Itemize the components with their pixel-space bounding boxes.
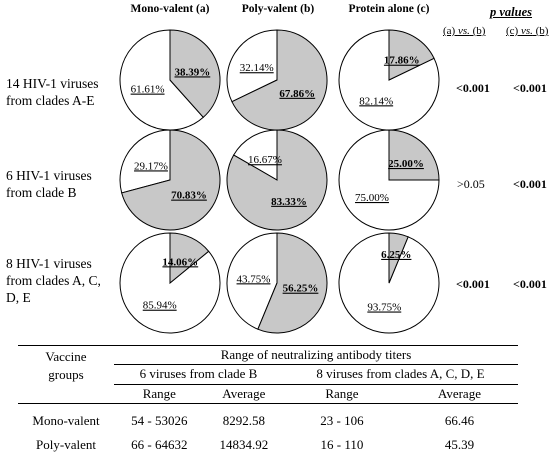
pie-r1-monovalent-unshaded-label: 61.61% [131,84,165,96]
pie-r3-monovalent: 14.06% 85.94% [119,232,221,334]
pie-r2-protein-alone-unshaded-label: 75.00% [355,192,389,204]
pie-r2-monovalent-unshaded-slice [119,129,171,194]
pie-r3-polyvalent-shaded-slice [257,232,328,334]
pie-r1-polyvalent-unshaded-slice [226,29,278,103]
pie-r2-polyvalent-shaded-slice [226,129,328,231]
p-values-header-c-vs-b: (c) vs. (b) [506,25,548,37]
p-values-header-c-pre: (c) [506,25,521,37]
p-value-row2-c-vs-b: <0.001 [513,177,547,191]
pie-r2-protein-alone-unshaded-slice [338,129,440,231]
cell-average: 14834.92 [219,436,269,452]
pie-r3-protein-alone-shaded-label: 6.25% [381,249,411,261]
table-group-row: 6 viruses from clade B 8 viruses from cl… [18,364,518,385]
cell-range: 16 - 110 [320,436,364,452]
pie-r3-polyvalent: 56.25% 43.75% [226,232,328,334]
p-values-header-a-vs: vs. [457,25,470,37]
p-values-header-a-post: (b) [469,25,486,37]
row-label-line: from clade B [6,185,77,200]
pie-r3-monovalent-shaded-label: 14.06% [162,256,198,268]
header-group-clades-acde: 8 viruses from clades A, C, D, E [283,364,518,385]
p-values-title: p values [490,5,533,19]
cell-range: 54 - 53026 [131,412,188,428]
pie-r3-monovalent-unshaded-label: 85.94% [143,300,177,312]
cell-average: 8292.58 [222,412,265,428]
p-value-row3-a-vs-b: <0.001 [456,277,490,291]
cell-average: 66.46 [444,412,475,428]
pie-r1-polyvalent: 67.86% 32.14% [226,29,328,131]
row-label-line: 14 HIV-1 viruses [6,76,99,91]
pie-r1-monovalent: 38.39% 61.61% [119,29,221,131]
pie-r1-polyvalent-shaded-label: 67.86% [279,88,315,100]
cell-range: 66 - 64632 [131,436,188,452]
pie-r2-monovalent-shaded-label: 70.83% [171,190,207,202]
subheader-range-2: Range [283,384,401,404]
pie-r1-protein-alone-shaded-slice [388,29,435,81]
pie-r2-polyvalent-unshaded-slice [233,129,278,181]
header-groups-line: groups [48,367,84,382]
column-header-protein-alone: Protein alone (c) [348,3,430,15]
table-row: Mono-valent 54 - 53026 8292.58 23 - 106 … [18,403,518,434]
pie-r3-protein-alone-unshaded-label: 93.75% [367,302,401,314]
titer-table: Vaccine groups Range of neutralizing ant… [18,344,518,456]
subheader-average-2: Average [400,384,518,404]
pie-r2-monovalent: 70.83% 29.17% [119,129,221,231]
pie-r2-polyvalent-unshaded-label: 16.67% [248,154,282,166]
pie-r2-monovalent-unshaded-label: 29.17% [134,160,168,172]
pie-r1-monovalent-unshaded-slice [119,29,205,131]
pie-r1-monovalent-shaded-slice [169,29,221,118]
row-label-line: 8 HIV-1 viruses [6,256,92,271]
table-row: Poly-valent 66 - 64632 14834.92 16 - 110… [18,434,518,456]
header-titer-range: Range of neutralizing antibody titers [114,344,518,366]
pie-r3-polyvalent-unshaded-label: 43.75% [237,273,271,285]
pie-r1-protein-alone-shaded-label: 17.86% [384,55,420,67]
pie-r2-protein-alone-shaded-label: 25.00% [388,158,424,170]
cell-range: 23 - 106 [320,412,364,428]
pie-r3-polyvalent-unshaded-slice [226,232,278,330]
cell-average: 45.39 [444,436,475,452]
row-label-line: from clades A-E [6,93,95,108]
table-subheader-row: Range Average Range Average [18,384,518,404]
row-label-clades-a-c-d-e: 8 HIV-1 viruses from clades A, C, D, E [6,255,101,306]
p-value-row1-a-vs-b: <0.001 [456,81,490,95]
pie-r2-protein-alone: 25.00% 75.00% [338,129,440,231]
table-header-row: Vaccine groups Range of neutralizing ant… [18,344,518,384]
column-header-polyvalent: Poly-valent (b) [241,3,315,15]
subheader-blank [18,384,114,404]
subheader-range-1: Range [114,384,205,404]
row-label-line: 6 HIV-1 viruses [6,168,92,183]
pie-r1-polyvalent-unshaded-label: 32.14% [240,62,274,74]
subheader-average-1: Average [204,384,284,404]
pie-chart-grid: 38.39% 61.61% 67.86% 32.14% 17.86% 82.14% 70.8… [119,29,440,334]
column-header-monovalent: Mono-valent (a) [130,3,210,15]
row-label-clades-a-e: 14 HIV-1 viruses from clades A-E [6,75,99,109]
row-label-line: D, E [6,290,31,305]
pie-r1-protein-alone-unshaded-label: 82.14% [359,95,393,107]
p-value-row1-c-vs-b: <0.001 [513,81,547,95]
pie-r3-protein-alone-unshaded-slice [338,232,440,334]
pie-r3-protein-alone-shaded-slice [388,232,409,284]
header-group-clade-b: 6 viruses from clade B [114,364,284,385]
p-values-header-a-pre: (a) [443,25,458,37]
pie-r1-protein-alone: 17.86% 82.14% [338,29,440,131]
row-label-line: from clades A, C, [6,273,101,288]
pie-r3-polyvalent-shaded-label: 56.25% [283,283,319,295]
p-value-row3-c-vs-b: <0.001 [513,277,547,291]
header-vaccine-line: Vaccine [45,349,87,364]
pie-r2-protein-alone-shaded-slice [388,129,440,181]
p-values-header-a-vs-b: (a) vs. (b) [443,25,485,37]
pie-r1-monovalent-shaded-label: 38.39% [175,66,211,78]
cell-group: Poly-valent [36,436,96,452]
p-values-header-c-vs: vs. [520,25,533,37]
header-vaccine-groups: Vaccine groups [18,345,114,384]
pie-r1-polyvalent-shaded-slice [231,29,328,131]
pie-r3-monovalent-shaded-slice [169,232,210,285]
row-label-clade-b: 6 HIV-1 viruses from clade B [6,167,92,201]
cell-group: Mono-valent [32,412,100,428]
p-value-row2-a-vs-b: >0.05 [457,177,485,191]
p-values-header-c-post: (b) [532,25,549,37]
pie-r2-monovalent-shaded-slice [121,129,221,231]
pie-r3-protein-alone: 6.25% 93.75% [338,232,440,334]
pie-r2-polyvalent: 83.33% 16.67% [226,129,328,231]
pie-r2-polyvalent-shaded-label: 83.33% [271,196,307,208]
